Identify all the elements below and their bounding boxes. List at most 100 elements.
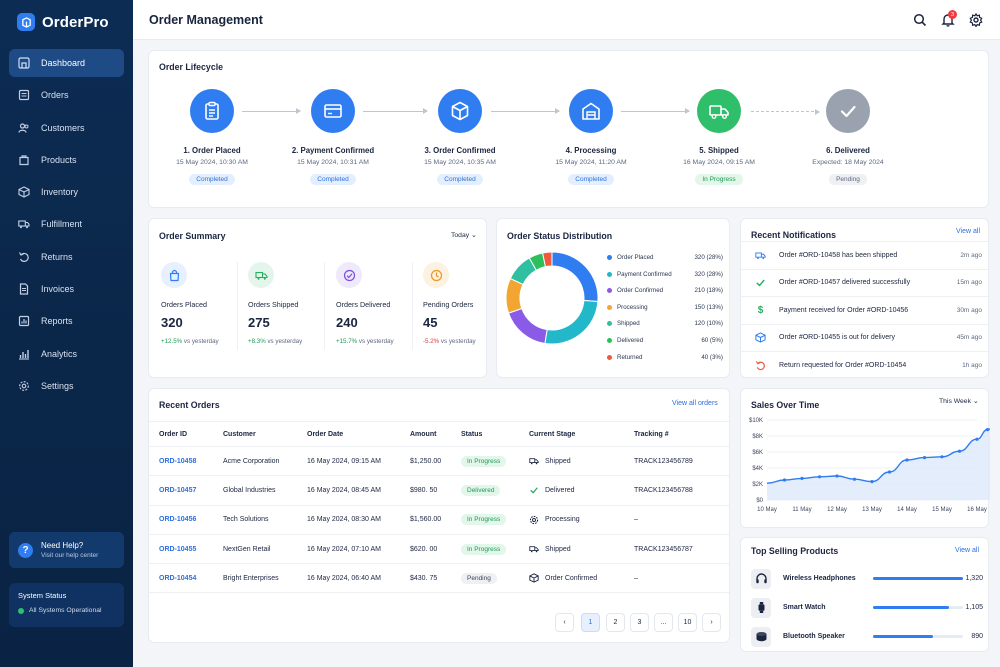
recent-orders-title: Recent Orders — [159, 400, 220, 410]
table-header-row: Order ID Customer Order Date Amount Stat… — [149, 421, 729, 447]
sales-point[interactable] — [922, 456, 927, 460]
sales-point[interactable] — [870, 480, 874, 484]
help-center-card[interactable]: ? Need Help? Visit our help center — [9, 532, 124, 568]
lifecycle-stage-order-confirmed[interactable]: 3. Order Confirmed 15 May 2024, 10:35 AM… — [400, 89, 520, 185]
sales-area-chart: $0 $2K $4K $6K $8K $10K 10 May 11 May 12 May 13 M… — [749, 418, 990, 513]
sidebar-item-inventory[interactable]: Inventory — [9, 178, 124, 206]
stage-name: 5. Shipped — [699, 146, 739, 155]
legend-value: 60 (5%) — [701, 337, 723, 344]
sales-point[interactable] — [940, 455, 944, 459]
sidebar-item-customers[interactable]: Customers — [9, 114, 124, 142]
invoices-icon — [19, 283, 29, 295]
y-tick-label: $0 — [756, 498, 763, 504]
search-icon[interactable] — [913, 13, 927, 27]
status-donut-chart — [506, 251, 598, 345]
x-tick-label: 13 May — [862, 507, 882, 513]
product-row[interactable]: Bluetooth Speaker 890 — [751, 624, 983, 649]
sales-point[interactable] — [817, 475, 822, 479]
notifications-view-all-link[interactable]: View all — [956, 228, 980, 235]
x-tick-label: 14 May — [897, 507, 917, 513]
stage-name: 1. Order Placed — [183, 146, 241, 155]
sidebar-item-label: Customers — [41, 122, 85, 133]
sales-point[interactable] — [975, 437, 979, 441]
pagination-page-3[interactable]: 3 — [630, 613, 649, 632]
chevron-down-icon: ⌄ — [972, 398, 979, 405]
sales-point[interactable] — [905, 458, 909, 462]
sidebar-item-dashboard[interactable]: Dashboard — [9, 49, 124, 77]
system-status-text: All Systems Operational — [29, 607, 102, 614]
y-tick-label: $4K — [752, 466, 763, 472]
legend-dot-icon — [607, 271, 612, 277]
sidebar-item-invoices[interactable]: Invoices — [9, 275, 124, 303]
sales-period-select[interactable]: This Week ⌄ — [939, 398, 979, 405]
box-icon — [529, 573, 539, 584]
order-id-link[interactable]: ORD-10456 — [149, 505, 223, 535]
table-row[interactable]: ORD-10456 Tech Solutions 16 May 2024, 08… — [149, 505, 729, 535]
top-bar: Order Management 3 — [133, 0, 1000, 40]
order-id-link[interactable]: ORD-10458 — [149, 446, 223, 477]
notification-item[interactable]: $ Payment received for Order #ORD-10456 … — [741, 296, 988, 324]
lifecycle-stage-processing[interactable]: 4. Processing 15 May 2024, 11:20 AM Comp… — [531, 89, 651, 185]
stage-status-badge: Completed — [437, 174, 483, 185]
analytics-icon — [19, 349, 29, 360]
sidebar-item-label: Invoices — [41, 284, 75, 295]
sidebar-item-returns[interactable]: Returns — [9, 243, 124, 271]
pagination-prev-button[interactable]: ‹ — [555, 613, 574, 632]
sidebar-item-reports[interactable]: Reports — [9, 307, 124, 335]
lifecycle-stage-delivered[interactable]: 6. Delivered Expected: 18 May 2024 Pendi… — [788, 89, 908, 185]
truck-icon — [248, 262, 274, 288]
product-row[interactable]: Wireless Headphones 1,320 — [751, 566, 983, 591]
top-products-card: Top Selling Products View all Wireless H… — [740, 537, 989, 652]
sales-point[interactable] — [887, 470, 892, 474]
legend-label: Order Confirmed — [617, 287, 664, 295]
pagination-page-2[interactable]: 2 — [606, 613, 625, 632]
summary-period-select[interactable]: Today ⌄ — [451, 232, 477, 239]
notifications-card: Recent Notifications View all Order #ORD… — [740, 218, 989, 378]
sidebar-item-analytics[interactable]: Analytics — [9, 340, 124, 368]
top-products-view-all-link[interactable]: View all — [955, 547, 979, 554]
table-row[interactable]: ORD-10458 Acme Corporation 16 May 2024, … — [149, 446, 729, 477]
legend-label: Processing — [617, 303, 648, 311]
order-id-link[interactable]: ORD-10455 — [149, 534, 223, 565]
sales-point[interactable] — [957, 449, 962, 453]
notification-item[interactable]: Return requested for Order #ORD-10454 1h… — [741, 351, 988, 377]
donut-slice-payment-confirmed[interactable] — [544, 299, 598, 345]
sidebar-item-products[interactable]: Products — [9, 146, 124, 174]
donut-slice-returned[interactable] — [541, 251, 553, 268]
sales-point[interactable] — [852, 477, 857, 481]
truck-icon — [754, 249, 767, 262]
table-row[interactable]: ORD-10457 Global Industries 16 May 2024,… — [149, 475, 729, 506]
sales-point[interactable] — [835, 474, 839, 478]
lifecycle-stage-order-placed[interactable]: 1. Order Placed 15 May 2024, 10:30 AM Co… — [152, 89, 272, 185]
legend-label: Payment Confirmed — [617, 270, 672, 278]
view-all-orders-link[interactable]: View all orders — [672, 400, 718, 407]
product-row[interactable]: Smart Watch 1,105 — [751, 595, 983, 620]
donut-slice-order-placed[interactable] — [551, 251, 598, 303]
lifecycle-stage-payment-confirmed[interactable]: 2. Payment Confirmed 15 May 2024, 10:31 … — [273, 89, 393, 185]
lifecycle-stage-shipped[interactable]: 5. Shipped 16 May 2024, 09:15 AM In Prog… — [659, 89, 779, 185]
pagination-next-button[interactable]: › — [702, 613, 721, 632]
sales-point[interactable] — [782, 478, 787, 482]
pagination-page-1[interactable]: 1 — [581, 613, 600, 632]
table-row[interactable]: ORD-10455 NextGen Retail 16 May 2024, 07… — [149, 534, 729, 565]
stage-arrow — [363, 108, 428, 114]
sidebar-item-settings[interactable]: Settings — [9, 372, 124, 400]
status-badge: Delivered — [461, 484, 501, 496]
legend-dot-icon — [607, 304, 612, 310]
app-logo[interactable]: OrderPro — [17, 13, 109, 31]
donut-slice-order-confirmed[interactable] — [507, 307, 548, 345]
table-row[interactable]: ORD-10454 Bright Enterprises 16 May 2024… — [149, 563, 729, 594]
notification-item[interactable]: Order #ORD-10458 has been shipped 2m ago — [741, 241, 988, 269]
help-title: Need Help? — [41, 541, 84, 550]
notification-item[interactable]: Order #ORD-10457 delivered successfully … — [741, 268, 988, 297]
y-tick-label: $8K — [752, 434, 763, 440]
order-id-link[interactable]: ORD-10457 — [149, 475, 223, 506]
sidebar-item-fulfillment[interactable]: Fulfillment — [9, 210, 124, 238]
order-id-link[interactable]: ORD-10454 — [149, 563, 223, 594]
sales-point[interactable] — [800, 476, 804, 480]
pagination-page-10[interactable]: 10 — [678, 613, 697, 632]
notification-item[interactable]: Order #ORD-10455 is out for delivery 45m… — [741, 323, 988, 352]
gear-icon[interactable] — [969, 13, 983, 27]
sidebar-item-orders[interactable]: Orders — [9, 81, 124, 109]
sales-point[interactable] — [985, 428, 990, 432]
